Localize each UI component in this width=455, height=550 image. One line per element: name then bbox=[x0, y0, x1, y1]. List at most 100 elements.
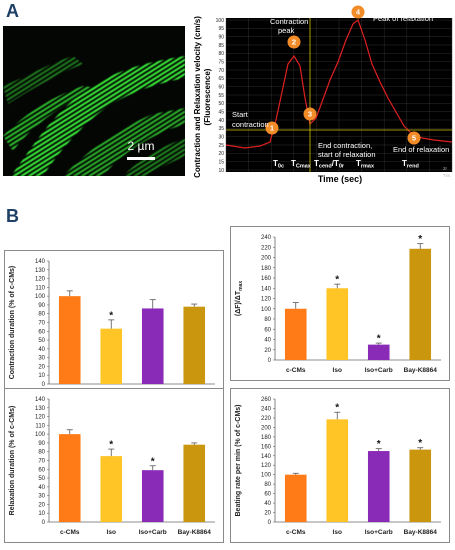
y-tick-label: 180 bbox=[261, 435, 272, 441]
annotation-marker-2 bbox=[287, 35, 301, 49]
annotation-marker-number: 4 bbox=[356, 8, 361, 17]
y-tick-label: 80 bbox=[38, 450, 45, 456]
y-tick-label: 100 bbox=[261, 473, 272, 479]
annotation-marker-1 bbox=[265, 121, 279, 135]
y-tick-label: 120 bbox=[261, 297, 272, 303]
x-category-label: Bay-K8864 bbox=[404, 367, 438, 374]
x-category-label: Iso bbox=[107, 529, 116, 536]
annotation-marker-3 bbox=[303, 107, 317, 121]
trace-y-tick-label: 40 bbox=[218, 118, 224, 124]
annotation-1-label: Start contraction bbox=[232, 110, 269, 129]
y-axis-label: (ΔF)/ΔTmax bbox=[235, 281, 244, 316]
bar-bay-k8864 bbox=[409, 449, 432, 522]
y-tick-label: 20 bbox=[264, 348, 271, 354]
trace-x-end-label: 2r bbox=[443, 166, 448, 171]
bar-bay-k8864 bbox=[183, 444, 206, 522]
bar-bay-k8864 bbox=[183, 306, 206, 384]
trace-y-axis-label: Contraction and Relaxation velocity (cm/… bbox=[193, 16, 202, 178]
y-tick-label: 110 bbox=[35, 423, 45, 429]
y-tick-label: 0 bbox=[268, 358, 272, 364]
trace-y-tick-label: 100 bbox=[216, 18, 225, 24]
time-marker-tcmax: TCmax bbox=[291, 159, 312, 170]
trace-x-end-label-2: Tim bbox=[443, 173, 451, 178]
annotation-marker-number: 1 bbox=[270, 124, 274, 133]
bar-iso-carb bbox=[141, 470, 164, 522]
x-category-label: c-CMs bbox=[286, 367, 306, 374]
velocity-trace-line bbox=[225, 19, 453, 149]
y-tick-label: 30 bbox=[38, 494, 45, 500]
significance-star: * bbox=[109, 310, 113, 321]
y-tick-label: 60 bbox=[38, 329, 45, 335]
bar-iso-carb bbox=[367, 344, 390, 360]
y-axis-label: Relaxation duration (% of c-CMs) bbox=[9, 406, 16, 516]
y-tick-label: 200 bbox=[261, 256, 272, 262]
y-axis-label: Beating rate per min (% of c-CMs) bbox=[235, 404, 242, 516]
y-tick-label: 160 bbox=[261, 444, 272, 450]
y-tick-label: 40 bbox=[264, 501, 271, 507]
x-category-label: Bay-K8864 bbox=[178, 529, 212, 536]
trace-y-tick-label: 55 bbox=[218, 93, 224, 99]
y-tick-label: 220 bbox=[261, 245, 272, 251]
trace-y-tick-label: 15 bbox=[218, 159, 224, 165]
trace-y-ticks: 100 95 90 85 80 75 70 65 60 55 50 45 40 35 30 25 20 15 10 bbox=[216, 18, 225, 174]
y-tick-label: 40 bbox=[264, 338, 271, 344]
trace-x-start-label: 0.897196 bbox=[228, 176, 247, 181]
trace-y-tick-label: 75 bbox=[218, 59, 224, 65]
trace-y-tick-label: 65 bbox=[218, 76, 224, 82]
contraction-duration-chart: Contraction duration (% of c-CMs) 0 10 20 30… bbox=[4, 250, 224, 405]
scale-bar-label: 2 µm bbox=[128, 139, 155, 153]
y-tick-label: 10 bbox=[38, 511, 45, 517]
y-tick-label: 90 bbox=[38, 441, 45, 447]
significance-star: * bbox=[335, 403, 339, 414]
bar-iso-carb bbox=[367, 451, 390, 522]
fluorescence-rate-chart: (ΔF)/ΔTmax 0 20 40 60 80 100 120 140 160 180 200 220… bbox=[230, 226, 450, 381]
y-tick-label: 80 bbox=[264, 317, 271, 323]
bar-c-cms bbox=[284, 308, 307, 360]
trace-y-tick-label: 70 bbox=[218, 68, 224, 74]
trace-y-tick-label: 95 bbox=[218, 26, 224, 32]
y-axis-label: Contraction duration (% of c-CMs) bbox=[9, 266, 16, 380]
x-category-label: Iso bbox=[333, 367, 342, 374]
trace-y-tick-label: 50 bbox=[218, 101, 224, 107]
trace-y-tick-label: 60 bbox=[218, 84, 224, 90]
y-tick-label: 100 bbox=[35, 294, 46, 300]
y-tick-label: 120 bbox=[261, 463, 272, 469]
annotation-2-label: Contraction peak bbox=[270, 17, 308, 35]
time-marker-trmax: Trmax bbox=[356, 159, 375, 170]
trace-y-tick-label: 35 bbox=[218, 126, 224, 132]
bar-iso bbox=[100, 328, 123, 384]
y-tick-label: 90 bbox=[38, 303, 45, 309]
y-tick-label: 260 bbox=[261, 397, 272, 403]
significance-star: * bbox=[151, 456, 155, 467]
trace-x-axis-label: Time (sec) bbox=[318, 174, 362, 184]
bar-iso-carb bbox=[141, 308, 164, 384]
y-tick-label: 140 bbox=[261, 286, 272, 292]
x-category-label: Iso bbox=[333, 529, 342, 536]
y-tick-label: 200 bbox=[261, 425, 272, 431]
significance-star: * bbox=[418, 438, 422, 449]
bar-c-cms bbox=[284, 474, 307, 522]
trace-y-tick-label: 10 bbox=[218, 168, 224, 174]
y-tick-label: 80 bbox=[38, 312, 45, 318]
panel-label-b: B bbox=[6, 206, 19, 226]
significance-star: * bbox=[109, 440, 113, 451]
y-tick-label: 70 bbox=[38, 459, 45, 465]
bar-iso bbox=[326, 288, 349, 360]
relaxation-duration-chart: Relaxation duration (% of c-CMs) 0 10 20 30 4… bbox=[4, 388, 224, 543]
y-tick-label: 110 bbox=[35, 285, 45, 291]
fluorescence-micrograph: 2 µm bbox=[3, 26, 185, 176]
y-tick-label: 80 bbox=[264, 482, 271, 488]
annotation-5-label: End of relaxation bbox=[393, 145, 449, 154]
bar-iso bbox=[100, 456, 123, 522]
trace-y-tick-label: 25 bbox=[218, 143, 224, 149]
y-tick-label: 20 bbox=[38, 502, 45, 508]
annotation-marker-4 bbox=[351, 5, 365, 19]
y-tick-label: 140 bbox=[261, 454, 272, 460]
annotation-marker-number: 2 bbox=[292, 38, 296, 47]
y-tick-label: 60 bbox=[264, 327, 271, 333]
trace-y-tick-label: 80 bbox=[218, 51, 224, 57]
significance-star: * bbox=[377, 334, 381, 345]
y-tick-label: 20 bbox=[264, 511, 271, 517]
y-tick-label: 50 bbox=[38, 476, 45, 482]
significance-star: * bbox=[377, 439, 381, 450]
